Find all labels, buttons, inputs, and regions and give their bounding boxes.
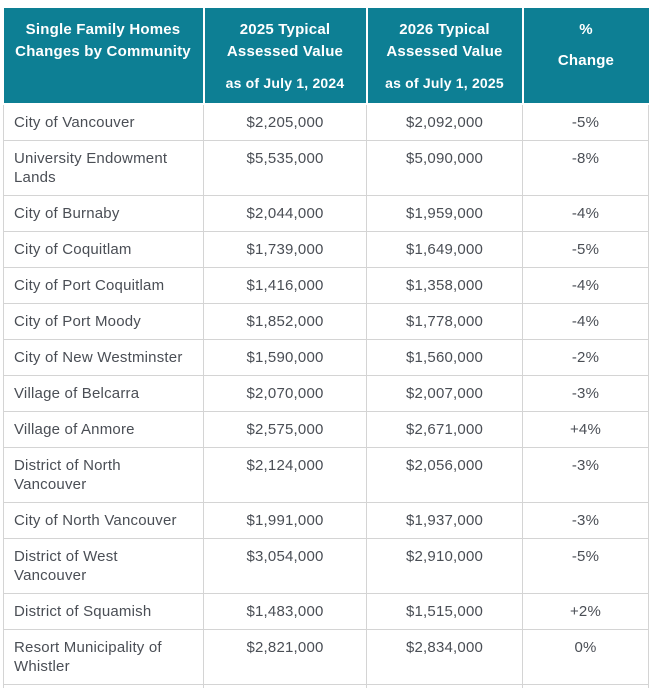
header-2025-line1: 2025 Typical — [239, 21, 331, 38]
percent-change-cell: -3% — [522, 447, 649, 503]
header-change-label: Change — [557, 52, 615, 69]
community-cell: City of Port Moody — [3, 303, 204, 340]
assessed-2025-cell: $2,821,000 — [203, 629, 367, 685]
header-percent-change: % Change — [521, 6, 649, 105]
percent-change-cell: -3% — [522, 375, 649, 412]
table-row-partial — [3, 684, 649, 688]
assessed-2026-cell: $2,092,000 — [366, 103, 523, 141]
community-cell — [3, 684, 204, 688]
percent-change-cell: -2% — [522, 339, 649, 376]
table-row: City of Vancouver $2,205,000 $2,092,000 -5% — [3, 103, 649, 141]
table-row: District of North Vancouver $2,124,000 $2,… — [3, 447, 649, 503]
assessed-2025-cell — [203, 684, 367, 688]
assessed-2026-cell: $1,937,000 — [366, 502, 523, 539]
community-cell: University Endowment Lands — [3, 140, 204, 196]
header-2025-asof: as of July 1, 2024 — [225, 75, 345, 91]
header-community: Single Family Homes Changes by Community — [3, 6, 205, 105]
table-row: Village of Belcarra $2,070,000 $2,007,000-… — [3, 375, 649, 412]
community-cell: District of North Vancouver — [3, 447, 204, 503]
percent-change-cell: +2% — [522, 593, 649, 630]
assessed-2026-cell: $2,007,000 — [366, 375, 523, 412]
table-row: City of Port Moody $1,852,000 $1,778,000 -4… — [3, 303, 649, 340]
assessed-2026-cell — [366, 684, 523, 688]
table-row: University Endowment Lands $5,535,000 $5,0… — [3, 140, 649, 196]
assessed-2025-cell: $2,575,000 — [203, 411, 367, 448]
assessed-2026-cell: $2,910,000 — [366, 538, 523, 594]
percent-change-cell: -4% — [522, 267, 649, 304]
assessed-2025-cell: $1,590,000 — [203, 339, 367, 376]
assessed-2026-cell: $2,056,000 — [366, 447, 523, 503]
assessed-2025-cell: $5,535,000 — [203, 140, 367, 196]
header-2025-line2: Assessed Value — [226, 43, 344, 60]
assessed-2026-cell: $2,834,000 — [366, 629, 523, 685]
header-2026-assessed-value: 2026 Typical Assessed Value as of July 1… — [365, 6, 524, 105]
header-community-line2: Changes by Community — [15, 43, 191, 60]
percent-change-cell — [522, 684, 649, 688]
percent-change-cell: 0% — [522, 629, 649, 685]
assessed-2025-cell: $3,054,000 — [203, 538, 367, 594]
assessed-2026-cell: $2,671,000 — [366, 411, 523, 448]
community-cell: City of Coquitlam — [3, 231, 204, 268]
assessed-2026-cell: $1,649,000 — [366, 231, 523, 268]
assessed-2025-cell: $1,739,000 — [203, 231, 367, 268]
table-row: City of North Vancouver $1,991,000 $1,937,… — [3, 502, 649, 539]
assessed-2025-cell: $2,070,000 — [203, 375, 367, 412]
assessed-2026-cell: $1,959,000 — [366, 195, 523, 232]
assessed-2026-cell: $1,358,000 — [366, 267, 523, 304]
community-cell: District of Squamish — [3, 593, 204, 630]
percent-change-cell: -4% — [522, 195, 649, 232]
header-2025-assessed-value: 2025 Typical Assessed Value as of July 1… — [202, 6, 368, 105]
percent-change-cell: -5% — [522, 231, 649, 268]
table-row: City of Burnaby $2,044,000 $1,959,000 -4% — [3, 195, 649, 232]
header-row: Single Family Homes Changes by Community… — [3, 6, 649, 105]
percent-change-cell: -8% — [522, 140, 649, 196]
assessed-2025-cell: $2,124,000 — [203, 447, 367, 503]
assessed-2025-cell: $1,416,000 — [203, 267, 367, 304]
table-row: District of West Vancouver $3,054,000 $2,9… — [3, 538, 649, 594]
assessed-2026-cell: $1,515,000 — [366, 593, 523, 630]
community-cell: Resort Municipality of Whistler — [3, 629, 204, 685]
community-cell: District of West Vancouver — [3, 538, 204, 594]
assessed-2026-cell: $5,090,000 — [366, 140, 523, 196]
percent-change-cell: -3% — [522, 502, 649, 539]
table-header: Single Family Homes Changes by Community… — [3, 6, 649, 105]
header-percent-sign: % — [579, 21, 593, 38]
header-2026-asof: as of July 1, 2025 — [385, 75, 504, 91]
table-row: City of Port Coquitlam $1,416,000 $1,358,0… — [3, 267, 649, 304]
community-cell: City of New Westminster — [3, 339, 204, 376]
assessed-2025-cell: $2,205,000 — [203, 103, 367, 141]
table-row: City of Coquitlam $1,739,000 $1,649,000 -5% — [3, 231, 649, 268]
percent-change-cell: +4% — [522, 411, 649, 448]
assessed-2025-cell: $2,044,000 — [203, 195, 367, 232]
table-row: District of Squamish $1,483,000 $1,515,000… — [3, 593, 649, 630]
community-cell: City of North Vancouver — [3, 502, 204, 539]
community-cell: City of Burnaby — [3, 195, 204, 232]
assessed-2025-cell: $1,991,000 — [203, 502, 367, 539]
percent-change-cell: -5% — [522, 538, 649, 594]
community-cell: Village of Belcarra — [3, 375, 204, 412]
header-community-line1: Single Family Homes — [25, 21, 181, 38]
assessed-2026-cell: $1,778,000 — [366, 303, 523, 340]
community-cell: City of Port Coquitlam — [3, 267, 204, 304]
table-row: Village of Anmore $2,575,000 $2,671,000 +4% — [3, 411, 649, 448]
table-row: Resort Municipality of Whistler $2,821,00… — [3, 629, 649, 685]
assessed-values-table: Single Family Homes Changes by Community… — [3, 6, 649, 688]
header-2026-line1: 2026 Typical — [399, 21, 490, 38]
table-row: City of New Westminster $1,590,000 $1,560,… — [3, 339, 649, 376]
assessed-2026-cell: $1,560,000 — [366, 339, 523, 376]
percent-change-cell: -4% — [522, 303, 649, 340]
header-2026-line2: Assessed Value — [386, 43, 503, 60]
community-cell: Village of Anmore — [3, 411, 204, 448]
table-body: City of Vancouver $2,205,000 $2,092,000 -5%… — [3, 103, 649, 688]
assessed-2025-cell: $1,483,000 — [203, 593, 367, 630]
assessed-2025-cell: $1,852,000 — [203, 303, 367, 340]
percent-change-cell: -5% — [522, 103, 649, 141]
community-cell: City of Vancouver — [3, 103, 204, 141]
